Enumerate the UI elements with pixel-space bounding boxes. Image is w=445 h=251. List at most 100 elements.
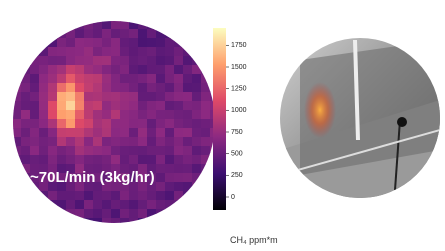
heat-cell [165, 182, 175, 192]
heat-cell [48, 38, 58, 48]
heat-cell [12, 92, 22, 102]
heat-cell [138, 110, 148, 120]
heat-cell [75, 110, 85, 120]
heat-cell [183, 20, 193, 30]
heat-cell [174, 146, 184, 156]
heat-cell [93, 56, 103, 66]
heat-cell [30, 200, 40, 210]
heat-cell [183, 137, 193, 147]
heat-cell [93, 155, 103, 165]
heat-cell [75, 128, 85, 138]
heat-cell [183, 38, 193, 48]
heat-cell [39, 38, 49, 48]
heat-cell [102, 74, 112, 84]
heat-cell [201, 38, 211, 48]
heat-cell [129, 47, 139, 57]
heat-cell [30, 146, 40, 156]
heat-cell [147, 56, 157, 66]
heat-cell [111, 92, 121, 102]
heat-cell [21, 128, 31, 138]
heat-cell [75, 65, 85, 75]
heat-cell [165, 164, 175, 174]
heat-cell [120, 29, 130, 39]
heat-cell [12, 83, 22, 93]
heat-cell [120, 74, 130, 84]
heat-cell [75, 83, 85, 93]
heat-cell [165, 155, 175, 165]
heat-cell [102, 200, 112, 210]
heat-cell [48, 20, 58, 30]
heat-cell [57, 47, 67, 57]
heat-cell [75, 92, 85, 102]
heat-cell [39, 101, 49, 111]
heat-cell [48, 47, 58, 57]
heat-cell [57, 29, 67, 39]
heat-cell [111, 65, 121, 75]
heat-cell [147, 137, 157, 147]
heat-cell [147, 65, 157, 75]
heat-cell [12, 29, 22, 39]
heat-cell [183, 146, 193, 156]
heat-cell [48, 137, 58, 147]
heat-cell [75, 20, 85, 30]
heat-cell [192, 56, 202, 66]
heat-cell [30, 155, 40, 165]
heat-cell [111, 128, 121, 138]
heat-cell [57, 101, 67, 111]
heat-cell [147, 110, 157, 120]
heat-cell [93, 74, 103, 84]
heat-cell [138, 218, 148, 228]
heat-cell [174, 191, 184, 201]
heat-cell [12, 200, 22, 210]
heat-cell [138, 200, 148, 210]
heat-cell [84, 74, 94, 84]
heat-cell [138, 56, 148, 66]
heat-cell [39, 56, 49, 66]
heat-cell [12, 38, 22, 48]
figure: ~70L/min (3kg/hr) 0250500750100012501500… [0, 0, 445, 251]
heat-cell [111, 20, 121, 30]
heat-cell [75, 38, 85, 48]
heat-cell [84, 209, 94, 219]
tick-label: 1000 [231, 107, 247, 114]
heat-cell [57, 200, 67, 210]
heat-cell [75, 155, 85, 165]
heat-cell [201, 56, 211, 66]
heat-cell [111, 38, 121, 48]
heat-cell [120, 92, 130, 102]
heat-cell [84, 101, 94, 111]
heat-cell [138, 65, 148, 75]
heat-cell [183, 173, 193, 183]
heat-cell [201, 47, 211, 57]
heat-cell [174, 155, 184, 165]
heat-cell [183, 65, 193, 75]
heat-cell [156, 218, 166, 228]
heat-cell [111, 74, 121, 84]
heat-cell [48, 29, 58, 39]
heat-cell [84, 65, 94, 75]
heat-cell [183, 47, 193, 57]
heat-cell [75, 137, 85, 147]
heat-cell [48, 200, 58, 210]
heat-cell [75, 119, 85, 129]
heat-cell [12, 218, 22, 228]
heat-cell [210, 209, 220, 219]
heat-cell [183, 155, 193, 165]
heat-cell [21, 92, 31, 102]
heat-cell [165, 74, 175, 84]
heat-cell [201, 83, 211, 93]
heat-cell [30, 56, 40, 66]
heat-cell [102, 83, 112, 93]
heat-cell [111, 200, 121, 210]
heat-cell [120, 137, 130, 147]
heat-cell [57, 56, 67, 66]
heat-cell [174, 38, 184, 48]
heat-cell [12, 65, 22, 75]
heat-cell [57, 137, 67, 147]
heat-cell [39, 128, 49, 138]
heat-cell [66, 20, 76, 30]
heat-cell [84, 29, 94, 39]
heat-cell [39, 74, 49, 84]
heat-cell [192, 119, 202, 129]
heat-cell [66, 38, 76, 48]
